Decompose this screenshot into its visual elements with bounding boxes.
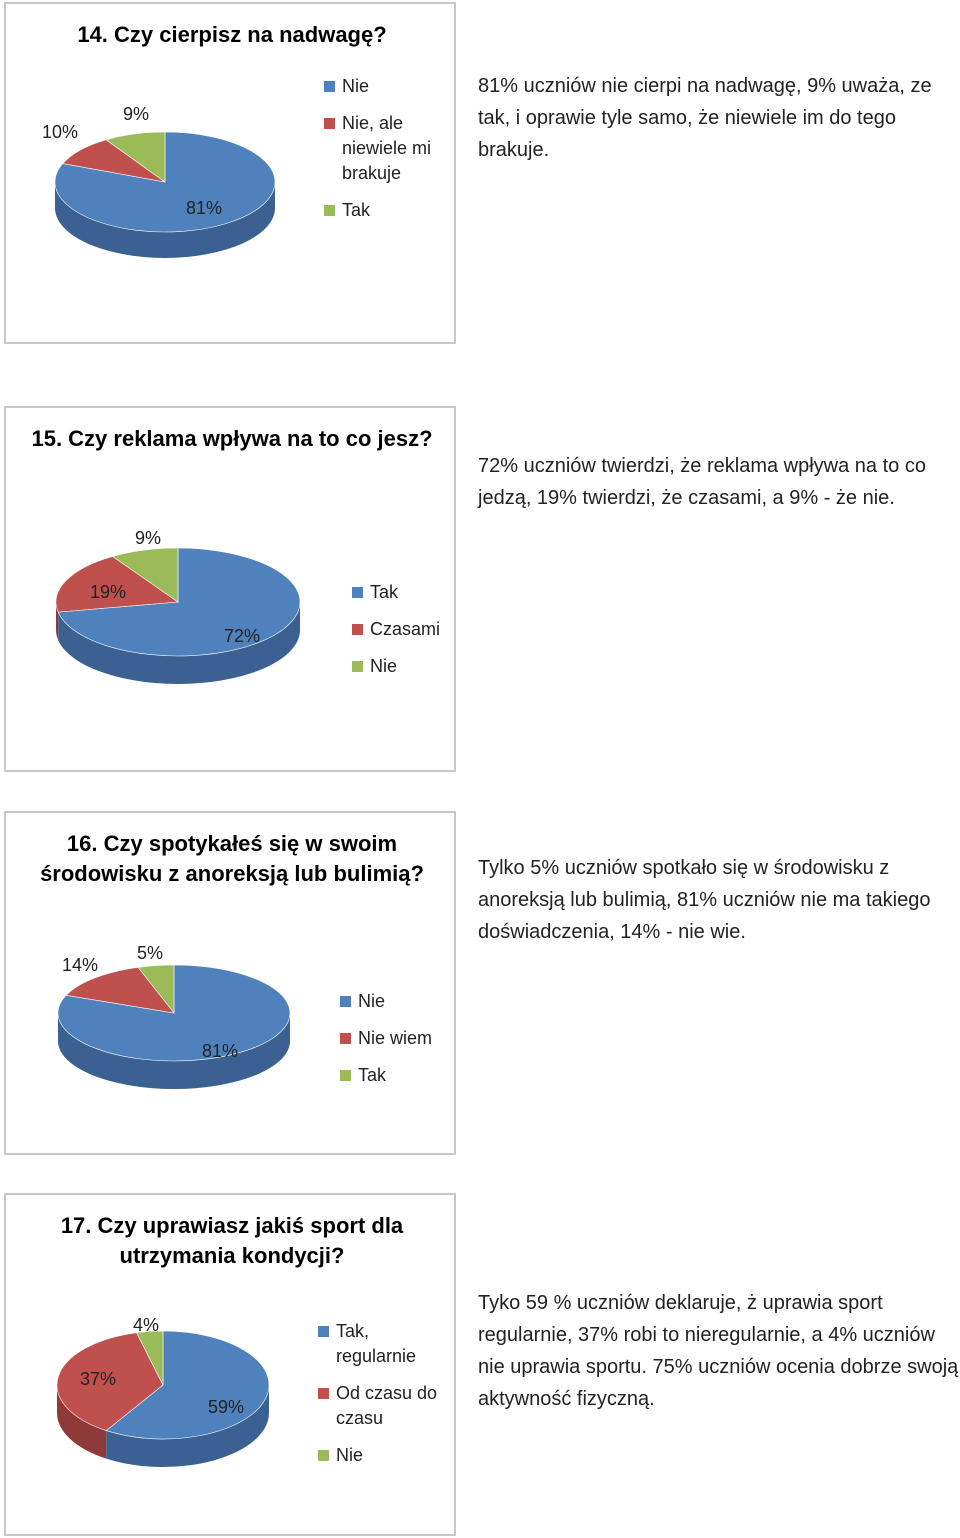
legend-label: Czasami xyxy=(370,619,441,639)
legend-swatch xyxy=(340,1033,351,1044)
legend-item: Nie wiem xyxy=(340,1026,452,1051)
legend-item: Nie xyxy=(318,1443,454,1468)
legend-swatch xyxy=(318,1326,329,1337)
pie-slice xyxy=(105,1330,270,1440)
pie-slice xyxy=(105,131,166,183)
data-label: 4% xyxy=(133,1315,159,1335)
data-label: 81% xyxy=(186,198,222,218)
data-label: 37% xyxy=(80,1369,116,1389)
legend: Nie Nie wiem Tak xyxy=(340,989,452,1100)
data-label: 19% xyxy=(90,582,126,602)
legend-item: Nie xyxy=(352,654,452,679)
legend-swatch xyxy=(352,587,363,598)
pie-slice-side xyxy=(58,602,301,684)
legend-label: Tak, regularnie xyxy=(336,1321,417,1366)
legend-swatch xyxy=(324,118,335,129)
legend-label: Tak xyxy=(342,200,371,220)
legend-swatch xyxy=(352,624,363,635)
legend-label: Nie xyxy=(358,991,386,1011)
pie-slice-side xyxy=(55,182,275,258)
data-label: 5% xyxy=(137,943,163,963)
data-label: 9% xyxy=(123,104,149,124)
pie-slice xyxy=(55,556,179,613)
legend-item: Nie xyxy=(340,989,452,1014)
pie-slice xyxy=(57,547,301,657)
legend-item: Nie xyxy=(324,74,454,99)
pie-chart-16: 81% 14% 5% xyxy=(57,943,291,1089)
chart-title: 14. Czy cierpisz na nadwagę? xyxy=(77,22,387,47)
data-label: 10% xyxy=(42,122,78,142)
pie-slice xyxy=(136,1330,164,1386)
chart-description-16: Tylko 5% uczniów spotkało się w środowis… xyxy=(478,857,931,943)
chart-title: 17. Czy uprawiasz jakiś sport dla utrzym… xyxy=(60,1213,404,1268)
legend: Nie Nie, ale niewiele mi brakuje Tak xyxy=(324,74,454,235)
legend-label: Tak xyxy=(358,1065,387,1085)
pie-chart-14: 81% 10% 9% xyxy=(42,104,276,258)
legend-label: Tak xyxy=(370,582,399,602)
pie-slice-side xyxy=(106,1385,269,1467)
legend-label: Nie, ale niewiele mi brakuje xyxy=(342,113,432,183)
legend-swatch xyxy=(324,81,335,92)
legend-swatch xyxy=(340,1070,351,1081)
legend-label: Nie xyxy=(342,76,370,96)
legend-label: Nie xyxy=(336,1445,364,1465)
chart-panel-16: 16. Czy spotykałeś się w swoim środowisk… xyxy=(4,811,456,1155)
pie-slice xyxy=(137,964,175,1014)
pie-slice-side xyxy=(58,1013,290,1089)
pie-slice xyxy=(111,547,179,603)
legend-item: Nie, ale niewiele mi brakuje xyxy=(324,111,454,186)
pie-slice xyxy=(57,964,291,1062)
data-label: 9% xyxy=(135,528,161,548)
chart-description-15: 72% uczniów twierdzi, że reklama wpływa … xyxy=(478,455,926,509)
legend-item: Tak xyxy=(324,198,454,223)
legend-swatch xyxy=(318,1388,329,1399)
legend-item: Tak xyxy=(340,1063,452,1088)
legend-swatch xyxy=(340,996,351,1007)
chart-title: 16. Czy spotykałeś się w swoim środowisk… xyxy=(40,831,424,886)
data-label: 59% xyxy=(208,1397,244,1417)
chart-description-14: 81% uczniów nie cierpi na nadwagę, 9% uw… xyxy=(478,75,932,161)
data-label: 72% xyxy=(224,626,260,646)
legend: Tak Czasami Nie xyxy=(352,580,452,691)
legend-item: Czasami xyxy=(352,617,452,642)
legend-label: Nie xyxy=(370,656,398,676)
pie-chart-15: 72% 19% 9% xyxy=(55,528,301,684)
chart-title: 15. Czy reklama wpływa na to co jesz? xyxy=(31,426,433,451)
data-label: 81% xyxy=(202,1041,238,1061)
legend-label: Od czasu do czasu xyxy=(336,1383,438,1428)
chart-description-17: Tyko 59 % uczniów deklaruje, ż uprawia s… xyxy=(478,1292,959,1410)
legend-item: Tak xyxy=(352,580,452,605)
chart-panel-17: 17. Czy uprawiasz jakiś sport dla utrzym… xyxy=(4,1193,456,1536)
pie-chart-17: 59% 37% 4% xyxy=(56,1315,270,1467)
pie-slice-side xyxy=(57,1385,107,1459)
legend-swatch xyxy=(324,205,335,216)
data-label: 14% xyxy=(62,955,98,975)
chart-panel-14: 14. Czy cierpisz na nadwagę? 81% 10% 9% Ni… xyxy=(4,2,456,344)
legend: Tak, regularnie Od czasu do czasu Nie xyxy=(318,1319,454,1480)
legend-swatch xyxy=(318,1450,329,1461)
legend-label: Nie wiem xyxy=(358,1028,433,1048)
legend-item: Tak, regularnie xyxy=(318,1319,454,1369)
chart-panel-15: 15. Czy reklama wpływa na to co jesz? 72… xyxy=(4,406,456,772)
legend-swatch xyxy=(352,661,363,672)
legend-item: Od czasu do czasu xyxy=(318,1381,454,1431)
pie-slice xyxy=(56,1332,164,1431)
